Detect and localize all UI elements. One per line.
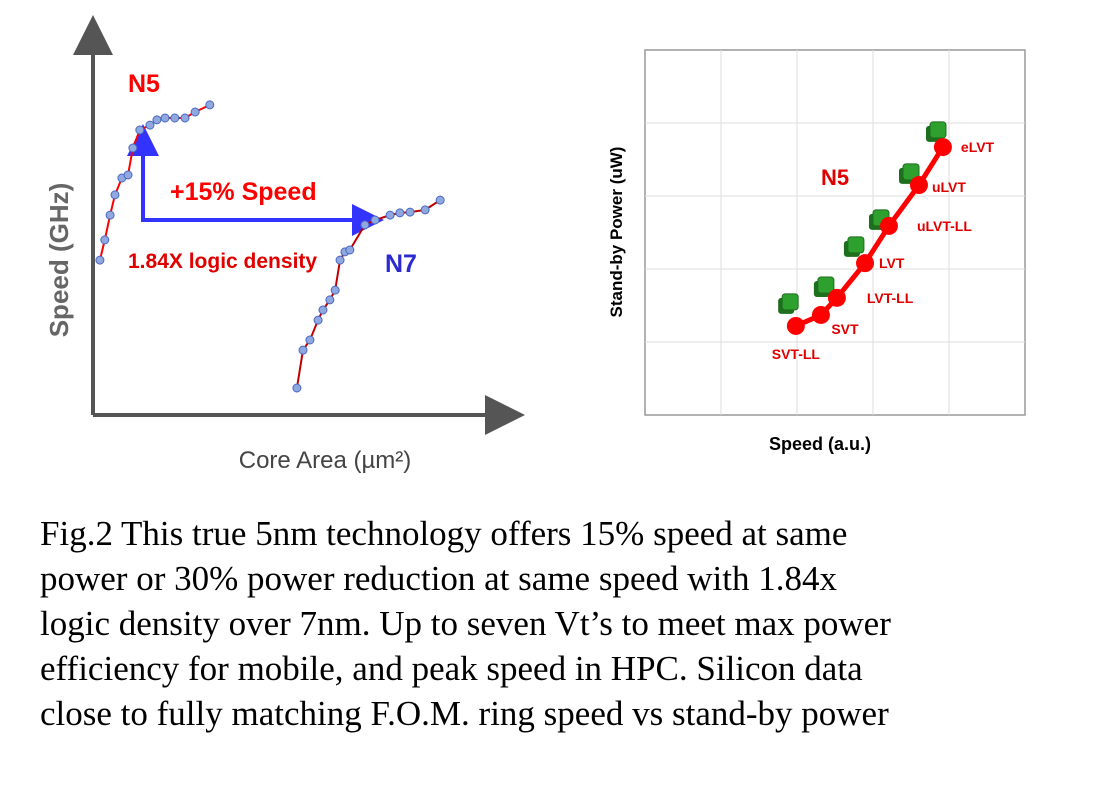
- fit-line: [295, 199, 441, 389]
- marker: [345, 245, 355, 255]
- annotation: +15% Speed: [170, 178, 317, 206]
- marker: [95, 255, 105, 265]
- marker: [360, 220, 370, 230]
- marker: [385, 210, 395, 220]
- marker: [856, 254, 875, 273]
- marker: [933, 138, 952, 157]
- marker: [318, 305, 328, 315]
- marker: [298, 345, 308, 355]
- caption-line: logic density over 7nm. Up to seven Vt’s…: [40, 604, 891, 643]
- plot-frame: [644, 49, 1026, 416]
- point-label: SVT: [831, 321, 859, 337]
- marker: [335, 255, 345, 265]
- point-label: LVT-LL: [867, 290, 914, 306]
- caption-line: close to fully matching F.O.M. ring spee…: [40, 694, 889, 733]
- caption-line: Fig.2 This true 5nm technology offers 15…: [40, 514, 847, 553]
- marker: [152, 115, 162, 125]
- marker: [135, 125, 145, 135]
- marker: [827, 288, 846, 307]
- y-axis-label: Speed (GHz): [44, 183, 74, 338]
- series-label: N5: [128, 70, 160, 98]
- annotation: 1.84X logic density: [128, 250, 317, 273]
- marker: [929, 121, 947, 139]
- marker: [325, 295, 335, 305]
- marker: [370, 215, 380, 225]
- marker: [305, 335, 315, 345]
- point-label: uLVT-LL: [917, 218, 972, 234]
- series-label: N7: [385, 250, 417, 278]
- marker: [786, 316, 805, 335]
- point-label: eLVT: [961, 139, 995, 155]
- caption-line: efficiency for mobile, and peak speed in…: [40, 649, 863, 688]
- marker: [145, 120, 155, 130]
- x-axis-label: Speed (a.u.): [769, 434, 871, 454]
- marker: [205, 100, 215, 110]
- marker: [330, 285, 340, 295]
- marker: [190, 107, 200, 117]
- point-label: LVT: [879, 255, 905, 271]
- point-label: uLVT: [932, 179, 966, 195]
- marker: [781, 293, 799, 311]
- caption-line: power or 30% power reduction at same spe…: [40, 559, 838, 598]
- y-axis-label: Stand-by Power (uW): [607, 147, 626, 318]
- marker: [123, 170, 133, 180]
- marker: [817, 276, 835, 294]
- x-axis-label: Core Area (µm²): [239, 447, 412, 474]
- marker: [110, 190, 120, 200]
- marker: [180, 113, 190, 123]
- marker: [435, 195, 445, 205]
- marker: [909, 176, 928, 195]
- point-label: SVT-LL: [772, 346, 821, 362]
- marker: [100, 235, 110, 245]
- annotation: N5: [821, 165, 849, 190]
- marker: [879, 216, 898, 235]
- marker: [313, 315, 323, 325]
- marker: [420, 205, 430, 215]
- marker: [395, 208, 405, 218]
- marker: [847, 236, 865, 254]
- marker: [902, 163, 920, 181]
- marker: [170, 113, 180, 123]
- marker: [292, 383, 302, 393]
- marker: [160, 113, 170, 123]
- marker: [405, 207, 415, 217]
- marker: [128, 143, 138, 153]
- caption: Fig.2 This true 5nm technology offers 15…: [40, 514, 891, 733]
- marker: [105, 210, 115, 220]
- marker: [811, 305, 830, 324]
